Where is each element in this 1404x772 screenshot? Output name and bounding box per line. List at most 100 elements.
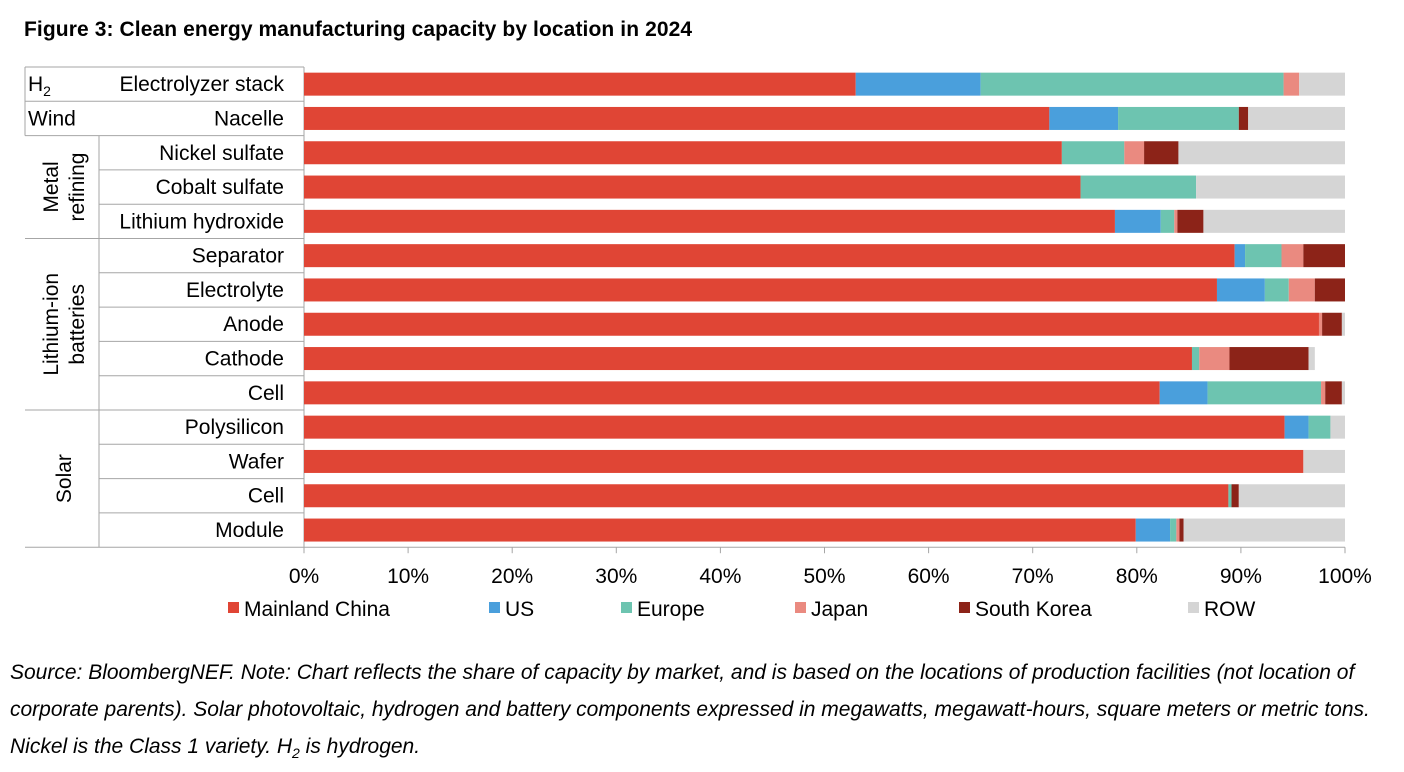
row-label-wafer: Wafer (229, 450, 284, 473)
bar-segment-row-cobalt-sulfate (1196, 175, 1345, 199)
bar-segment-mainland-china-cell (304, 484, 1229, 508)
bar-segment-row-wafer (1303, 449, 1345, 473)
legend-item-europe: Europe (621, 598, 705, 621)
row-labels: Electrolyzer stack Nacelle Nickel sulfate C… (119, 73, 284, 542)
note-subscript: 2 (292, 745, 300, 762)
row-label-module: Module (215, 519, 284, 542)
x-tick-label: 90% (1220, 565, 1262, 588)
group-label-metal-refining: Metal refining (40, 153, 89, 222)
bar-segment-europe-cobalt-sulfate (1080, 175, 1197, 199)
bar-segment-mainland-china-nacelle (304, 106, 1050, 130)
bar-segment-europe-separator (1245, 244, 1282, 268)
bar-segment-us-separator (1234, 244, 1246, 268)
group-label-line: batteries (66, 284, 89, 365)
x-tick-label: 60% (908, 565, 950, 588)
group-label-lithium-ion-batteries: Lithium-ion batteries (40, 273, 89, 376)
x-tick-label: 20% (491, 565, 533, 588)
legend-item-japan: Japan (795, 598, 868, 621)
bar-segment-europe-module (1170, 518, 1177, 542)
bar-segment-europe-nickel-sulfate (1061, 141, 1125, 165)
label-table-frame (24, 66, 305, 548)
x-axis: 0% 10% 20% 30% 40% 50% 60% 70% 80% 90% 100% (289, 546, 1372, 588)
x-tick-label: 80% (1116, 565, 1158, 588)
group-label-line: refining (66, 153, 89, 222)
group-labels: H2 Wind Metal refining Lithium-ion batteries S… (28, 73, 89, 503)
bar-segment-mainland-china-cobalt-sulfate (304, 175, 1081, 199)
group-label-line: Lithium-ion (40, 273, 63, 376)
bar-segment-south-korea-anode (1322, 312, 1342, 336)
bar-segment-japan-separator (1281, 244, 1304, 268)
bar-segment-europe-nacelle (1118, 106, 1239, 130)
group-label-solar: Solar (53, 454, 76, 503)
legend-label: Europe (637, 598, 705, 621)
group-label-wind: Wind (28, 107, 76, 130)
bar-segment-japan-cathode (1199, 347, 1230, 371)
bar-segment-japan-nickel-sulfate (1124, 141, 1145, 165)
x-tick-label: 100% (1318, 565, 1372, 588)
x-tick-label: 50% (803, 565, 845, 588)
row-label-anode: Anode (223, 313, 284, 336)
bar-segment-row-nacelle (1248, 106, 1345, 130)
bar-segment-japan-lithium-hydroxide (1174, 209, 1178, 233)
bar-segment-japan-electrolyte (1288, 278, 1315, 302)
group-label-line: Metal (40, 161, 63, 212)
row-label-cobalt-sulfate: Cobalt sulfate (156, 176, 284, 199)
bar-segment-europe-polysilicon (1308, 415, 1331, 439)
bar-segment-mainland-china-electrolyte (304, 278, 1217, 302)
bar-segment-mainland-china-separator (304, 244, 1235, 268)
bar-segment-south-korea-cell (1325, 381, 1342, 405)
bar-segment-us-electrolyzer-stack (855, 72, 981, 96)
bar-segment-mainland-china-electrolyzer-stack (304, 72, 856, 96)
bar-segment-japan-cell (1321, 381, 1326, 405)
legend-label: Mainland China (244, 598, 390, 621)
note-text: Source: BloombergNEF. Note: Chart reflec… (10, 661, 1370, 758)
row-label-cathode: Cathode (205, 348, 284, 371)
bar-segment-us-polysilicon (1284, 415, 1309, 439)
bar-segment-south-korea-module (1179, 518, 1184, 542)
x-tick-label: 40% (699, 565, 741, 588)
row-label-cell: Cell (248, 382, 284, 405)
bar-segment-europe-electrolyzer-stack (980, 72, 1284, 96)
legend-swatch (795, 602, 806, 613)
bar-segment-us-nacelle (1049, 106, 1119, 130)
bar-segment-south-korea-lithium-hydroxide (1177, 209, 1204, 233)
row-label-nickel-sulfate: Nickel sulfate (159, 142, 284, 165)
legend-item-south-korea: South Korea (959, 598, 1092, 621)
legend-swatch (228, 602, 239, 613)
bar-segment-japan-electrolyzer-stack (1283, 72, 1300, 96)
bar-segment-mainland-china-cell (304, 381, 1160, 405)
bar-segment-japan-module (1176, 518, 1180, 542)
row-label-lithium-hydroxide: Lithium hydroxide (119, 210, 284, 233)
legend-swatch (1188, 602, 1199, 613)
source-note: Source: BloombergNEF. Note: Chart reflec… (10, 654, 1398, 772)
bar-segment-mainland-china-nickel-sulfate (304, 141, 1062, 165)
legend: Mainland China US Europe Japan South Korea RO… (228, 598, 1256, 621)
legend-label: South Korea (975, 598, 1092, 621)
legend-item-mainland-china: Mainland China (228, 598, 390, 621)
bar-segment-row-electrolyzer-stack (1299, 72, 1345, 96)
legend-swatch (489, 602, 500, 613)
x-tick-label: 10% (387, 565, 429, 588)
stacked-bar-chart: Electrolyzer stack Nacelle Nickel sulfate C… (24, 66, 1372, 621)
bar-segment-europe-lithium-hydroxide (1160, 209, 1175, 233)
group-label-line: Solar (53, 454, 76, 503)
bar-segment-europe-cathode (1191, 347, 1200, 371)
bar-segment-japan-anode (1318, 312, 1323, 336)
bar-segment-south-korea-nacelle (1238, 106, 1249, 130)
bar-segment-row-lithium-hydroxide (1203, 209, 1345, 233)
legend-item-us: US (489, 598, 534, 621)
bar-segment-us-electrolyte (1216, 278, 1265, 302)
row-label-electrolyzer-stack: Electrolyzer stack (119, 73, 284, 96)
bar-segment-south-korea-electrolyte (1314, 278, 1345, 302)
bar-segment-row-cell (1341, 381, 1345, 405)
bar-segment-us-module (1135, 518, 1171, 542)
figure-title: Figure 3: Clean energy manufacturing cap… (24, 18, 693, 41)
row-label-nacelle: Nacelle (214, 107, 284, 130)
bar-segment-row-cathode (1308, 347, 1315, 371)
bar-segment-us-cell (1159, 381, 1208, 405)
bar-segment-row-anode (1341, 312, 1345, 336)
legend-label: ROW (1204, 598, 1256, 621)
bar-segment-europe-cell (1207, 381, 1322, 405)
x-tick-label: 30% (595, 565, 637, 588)
x-tick-label: 70% (1012, 565, 1054, 588)
